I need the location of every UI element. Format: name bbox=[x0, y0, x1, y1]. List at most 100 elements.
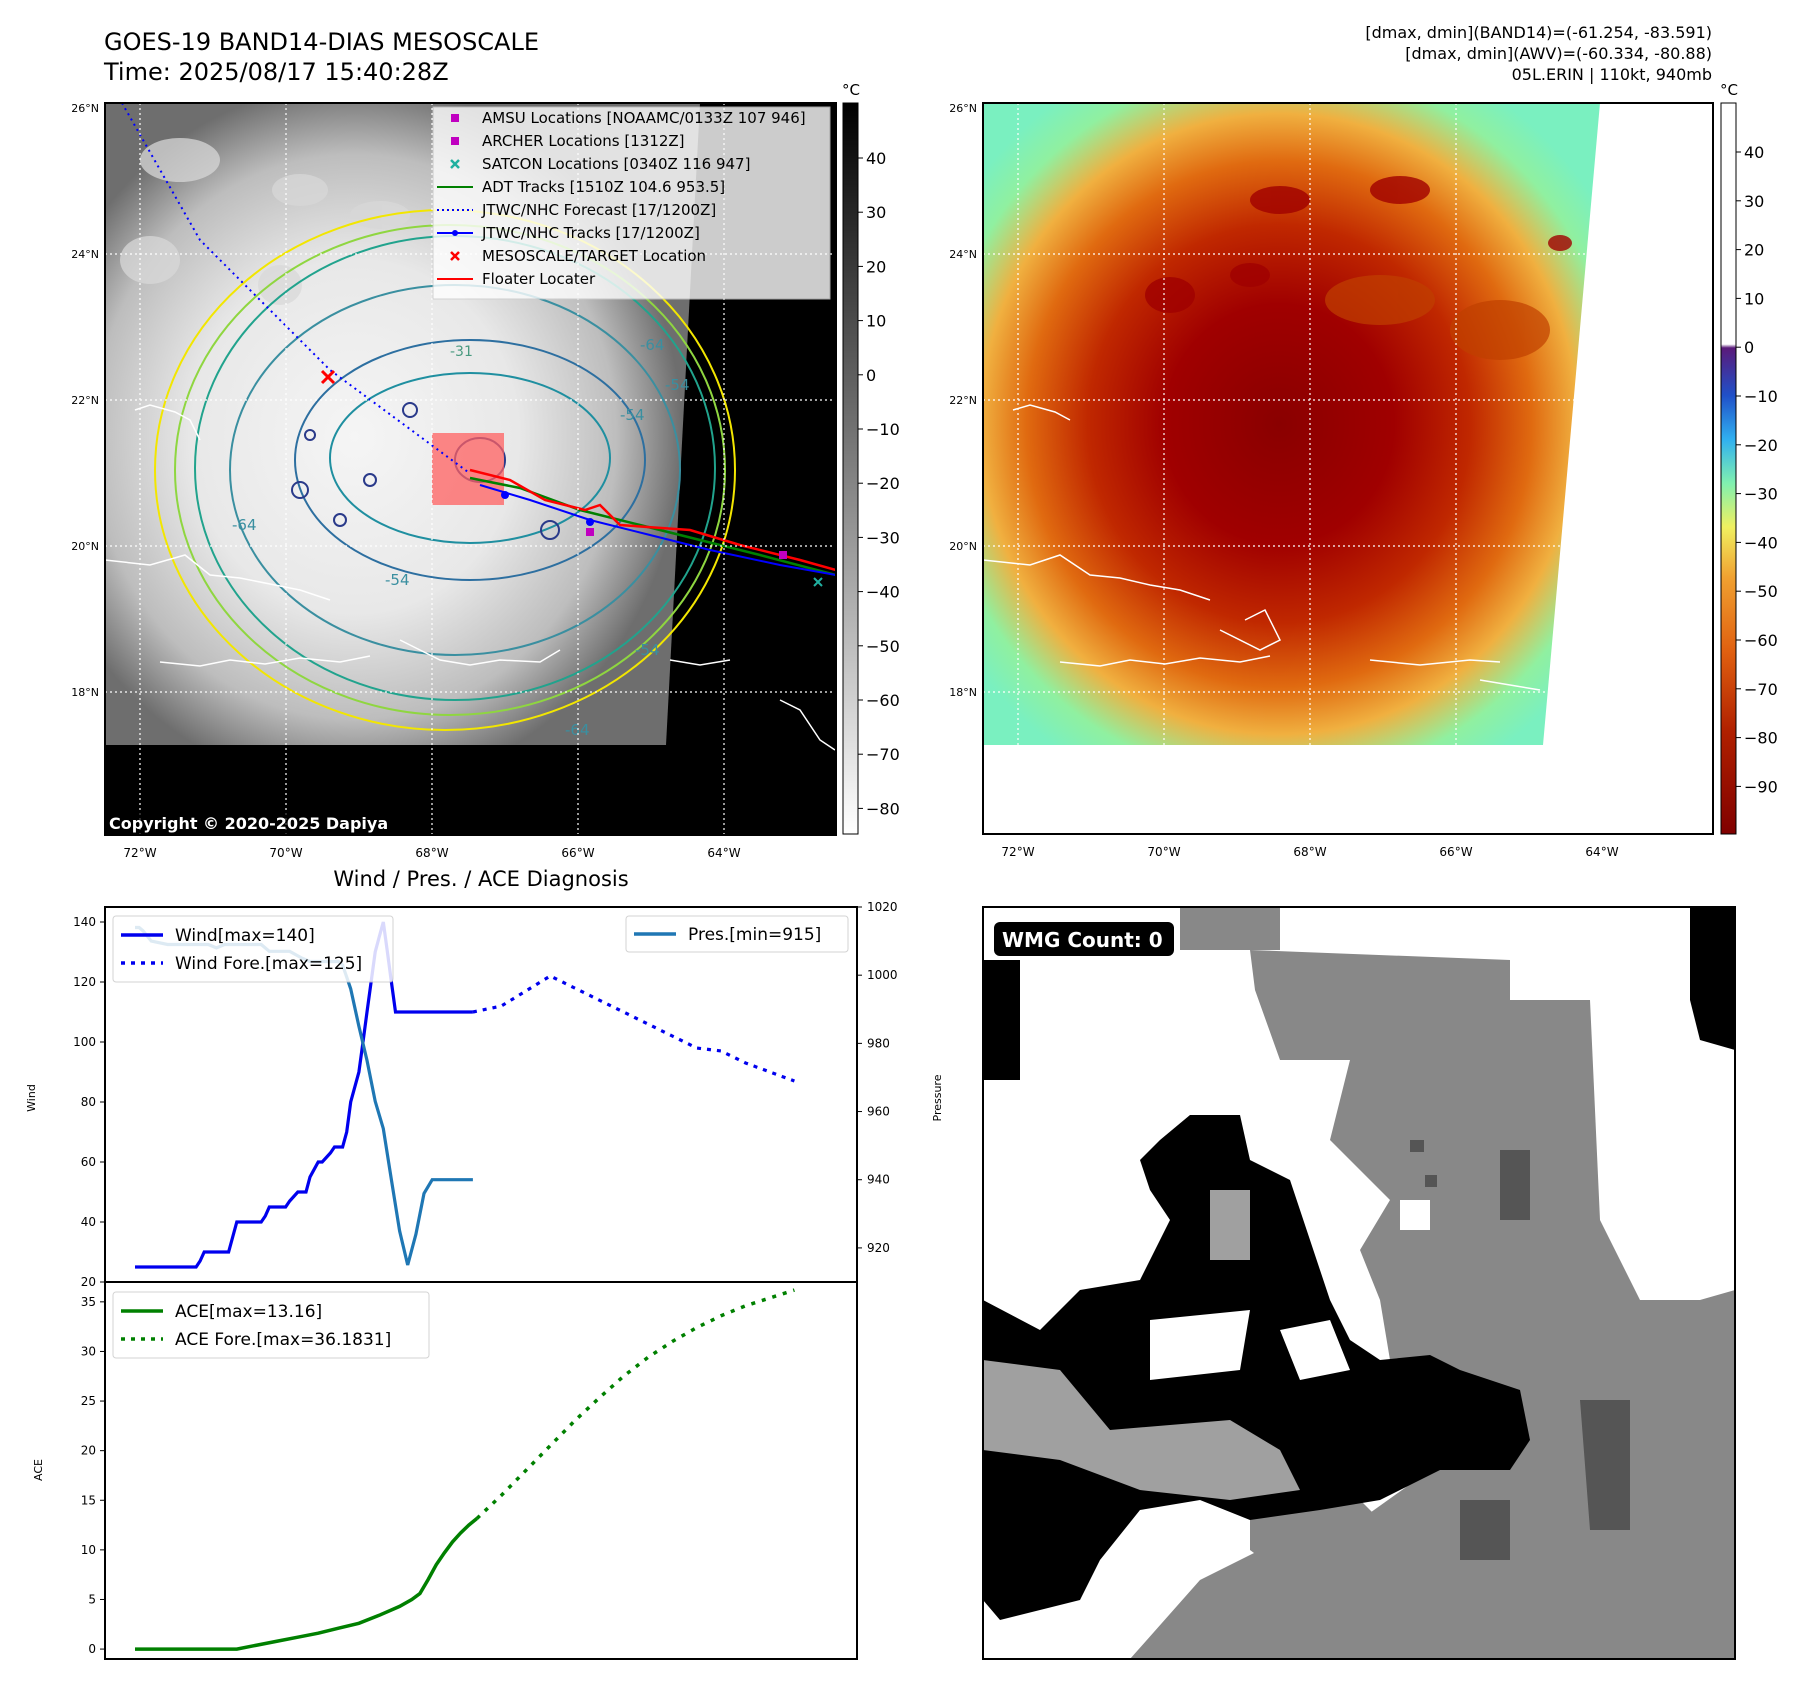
lat-tick-label: 22°N bbox=[949, 394, 977, 407]
colorbar-tick-label: 0 bbox=[866, 366, 876, 385]
title-line2: Time: 2025/08/17 15:40:28Z bbox=[103, 58, 449, 86]
lon-tick-label: 64°W bbox=[707, 846, 740, 860]
y-tick-label: 80 bbox=[81, 1095, 96, 1109]
wind-axis-label: Wind bbox=[25, 1084, 38, 1112]
legend-marker-square bbox=[451, 114, 459, 122]
legend-entry: ARCHER Locations [1312Z] bbox=[482, 132, 685, 150]
contour-label: -54 bbox=[665, 376, 690, 394]
colorbar-left: °C 40 30 20 10 0 −10 −20 −30 −40 −50 −60 −70 −80 bbox=[842, 81, 900, 835]
contour-label: -31 bbox=[450, 344, 473, 360]
colorbar-tick-label: −90 bbox=[1744, 777, 1778, 796]
info-line1: [dmax, dmin](BAND14)=(-61.254, -83.591) bbox=[1365, 23, 1712, 42]
y-tick-label: 0 bbox=[88, 1642, 96, 1656]
colorbar-tick-label: −10 bbox=[866, 420, 900, 439]
legend-entry: Pres.[min=915] bbox=[688, 925, 821, 945]
colorbar-tick-label: 20 bbox=[866, 257, 886, 276]
lat-tick-label: 18°N bbox=[949, 686, 977, 699]
ace-axis-label: ACE bbox=[32, 1459, 45, 1481]
lon-tick-label: 70°W bbox=[1147, 845, 1180, 859]
legend-entry: ACE[max=13.16] bbox=[175, 1302, 322, 1322]
colorbar-unit: °C bbox=[1720, 81, 1738, 99]
colorbar-tick-label: −20 bbox=[866, 474, 900, 493]
wmg-count-label: WMG Count: 0 bbox=[1002, 928, 1163, 952]
colorbar-tick-label: −60 bbox=[1744, 631, 1778, 650]
colorbar-tick-label: −40 bbox=[866, 583, 900, 602]
legend-entry: Wind Fore.[max=125] bbox=[175, 954, 362, 974]
lat-tick-label: 26°N bbox=[949, 102, 977, 115]
colorbar-tick-label: 40 bbox=[866, 149, 886, 168]
colorbar-tick-label: −50 bbox=[866, 637, 900, 656]
legend-entry: JTWC/NHC Forecast [17/1200Z] bbox=[481, 201, 716, 219]
legend-marker-square bbox=[451, 137, 459, 145]
legend-box bbox=[112, 1291, 430, 1359]
legend-entry: Floater Locater bbox=[482, 270, 596, 288]
y-tick-label: 60 bbox=[81, 1155, 96, 1169]
contour-label: -54 bbox=[635, 641, 660, 659]
colorbar-tick-label: 30 bbox=[1744, 192, 1764, 211]
lon-tick-label: 70°W bbox=[269, 846, 302, 860]
floater-box bbox=[432, 433, 504, 505]
legend-marker-x bbox=[450, 159, 460, 169]
series-line bbox=[135, 921, 473, 1269]
colorbar-tick-label: −70 bbox=[866, 745, 900, 764]
colorbar-tick-label: 20 bbox=[1744, 241, 1764, 260]
legend-box bbox=[112, 915, 394, 983]
lat-tick-label: 26°N bbox=[71, 102, 99, 115]
lat-tick-label: 24°N bbox=[71, 248, 99, 261]
colorbar-unit: °C bbox=[842, 81, 860, 99]
colorbar-tick-label: −20 bbox=[1744, 436, 1778, 455]
legend-marker-x bbox=[450, 251, 460, 261]
wmg-panel: WMG Count: 0 bbox=[983, 907, 1735, 1659]
y-tick-label: 20 bbox=[81, 1444, 96, 1458]
pressure-axis-label: Pressure bbox=[931, 1074, 944, 1121]
y-right-tick-label: 940 bbox=[867, 1173, 890, 1187]
colorbar-tick-label: −40 bbox=[1744, 533, 1778, 552]
lon-tick-label: 66°W bbox=[1439, 845, 1472, 859]
legend-entry: SATCON Locations [0340Z 116 947] bbox=[482, 155, 750, 173]
colorbar-tick-label: 0 bbox=[1744, 338, 1754, 357]
y-tick-label: 25 bbox=[81, 1394, 96, 1408]
contour-label: -54 bbox=[620, 406, 645, 424]
y-right-tick-label: 920 bbox=[867, 1241, 890, 1255]
y-right-tick-label: 1020 bbox=[867, 900, 898, 914]
legend-box bbox=[625, 915, 849, 953]
y-tick-label: 5 bbox=[88, 1592, 96, 1606]
legend-entry: ACE Fore.[max=36.1831] bbox=[175, 1330, 391, 1350]
ir-map-left: -31 -64 -54 -54 -64 -54 -54 -64 bbox=[105, 103, 836, 835]
colorbar-tick-label: −60 bbox=[866, 691, 900, 710]
y-tick-label: 120 bbox=[73, 975, 96, 989]
y-tick-label: 35 bbox=[81, 1295, 96, 1309]
legend-entry: JTWC/NHC Tracks [17/1200Z] bbox=[481, 224, 700, 242]
legend-entry: Wind[max=140] bbox=[175, 926, 315, 946]
y-tick-label: 140 bbox=[73, 915, 96, 929]
lat-tick-label: 20°N bbox=[949, 540, 977, 553]
y-tick-label: 30 bbox=[81, 1344, 96, 1358]
series-line bbox=[475, 1288, 795, 1520]
y-tick-label: 100 bbox=[73, 1035, 96, 1049]
colorbar-tick-label: −70 bbox=[1744, 680, 1778, 699]
colorbar-tick-label: 40 bbox=[1744, 143, 1764, 162]
copyright-text: Copyright © 2020-2025 Dapiya bbox=[109, 814, 388, 833]
contour-label: -64 bbox=[232, 516, 257, 534]
chart-title: Wind / Pres. / ACE Diagnosis bbox=[333, 867, 628, 891]
info-line3: 05L.ERIN | 110kt, 940mb bbox=[1512, 65, 1712, 84]
series-line bbox=[135, 1517, 479, 1651]
colorbar-tick-label: −30 bbox=[866, 528, 900, 547]
y-tick-label: 10 bbox=[81, 1543, 96, 1557]
legend-marker-dot bbox=[452, 230, 458, 236]
colorbar-tick-label: 30 bbox=[866, 203, 886, 222]
y-right-tick-label: 980 bbox=[867, 1036, 890, 1050]
y-tick-label: 15 bbox=[81, 1493, 96, 1507]
colorbar-tick-label: −80 bbox=[1744, 729, 1778, 748]
legend-entry: AMSU Locations [NOAAMC/0133Z 107 946] bbox=[482, 109, 806, 127]
lon-tick-label: 64°W bbox=[1585, 845, 1618, 859]
ir-map-right bbox=[983, 103, 1713, 834]
colorbar-tick-label: −80 bbox=[866, 799, 900, 818]
lat-tick-label: 22°N bbox=[71, 394, 99, 407]
lon-tick-label: 68°W bbox=[1293, 845, 1326, 859]
colorbar-tick-label: 10 bbox=[1744, 289, 1764, 308]
colorbar-tick-label: −10 bbox=[1744, 387, 1778, 406]
contour-label: -64 bbox=[640, 336, 665, 354]
legend-entry: ADT Tracks [1510Z 104.6 953.5] bbox=[482, 178, 725, 196]
colorbar-right: °C 40 30 20 10 0 −10 −20 −30 −40 −50 −60 −70 −80 −90 bbox=[1720, 81, 1778, 835]
